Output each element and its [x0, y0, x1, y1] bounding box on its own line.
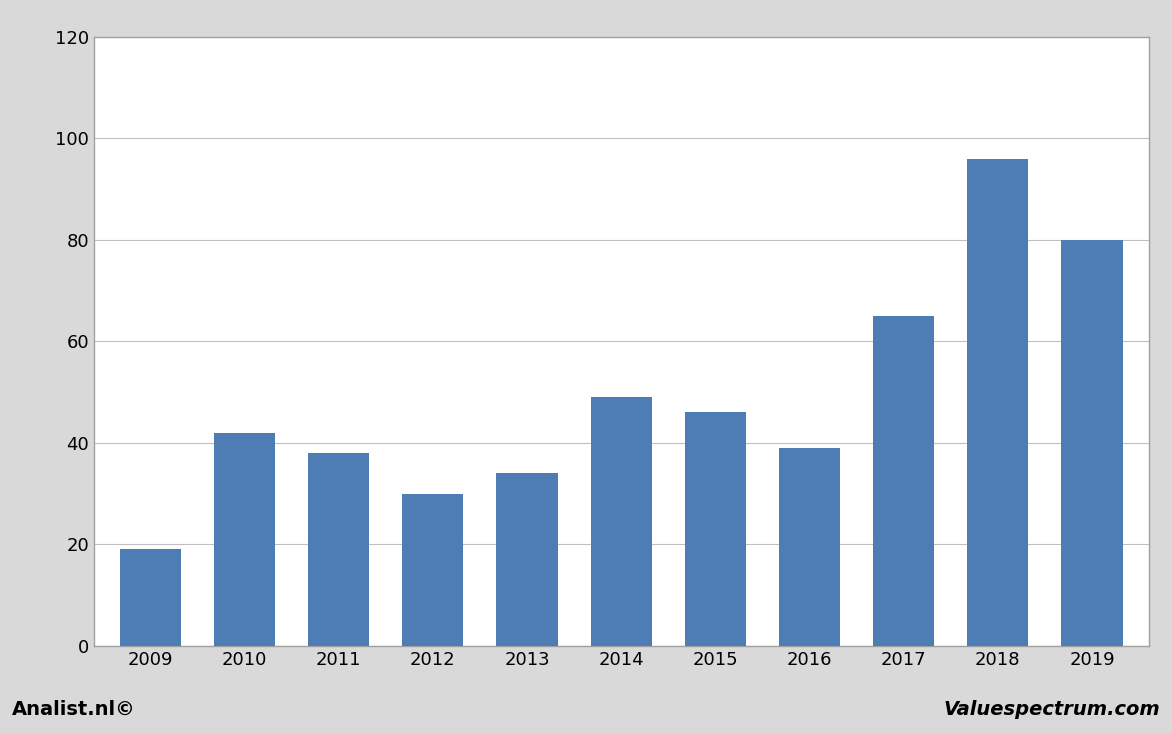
- Bar: [497, 473, 558, 646]
- Text: Analist.nl©: Analist.nl©: [12, 700, 136, 719]
- Bar: [308, 453, 369, 646]
- Bar: [213, 433, 275, 646]
- Bar: [873, 316, 934, 646]
- Bar: [120, 550, 180, 646]
- Bar: [591, 397, 652, 646]
- Bar: [1062, 240, 1123, 646]
- Bar: [684, 413, 745, 646]
- Bar: [402, 494, 463, 646]
- Bar: [779, 448, 840, 646]
- Bar: [967, 159, 1029, 646]
- Text: Valuespectrum.com: Valuespectrum.com: [943, 700, 1160, 719]
